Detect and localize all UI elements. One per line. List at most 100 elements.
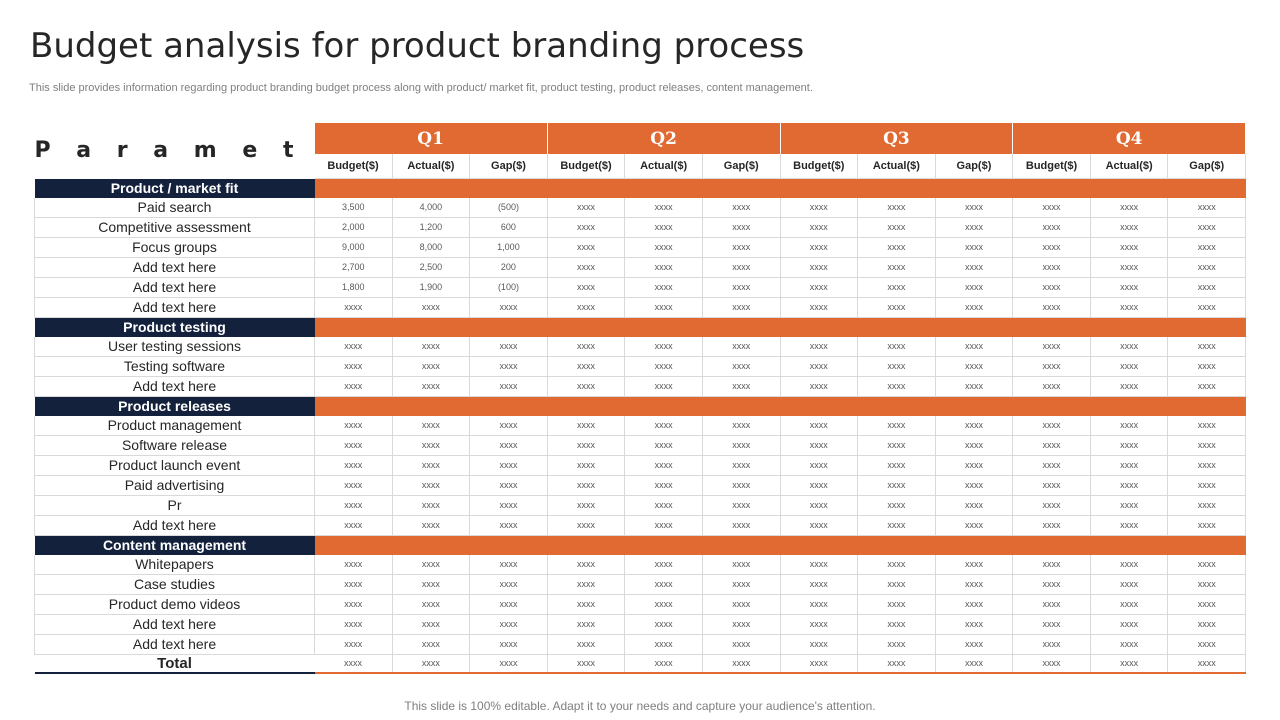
row-label: Add text here [34, 614, 315, 635]
value-cell: xxxx [1090, 614, 1169, 635]
value-cell: xxxx [1167, 574, 1247, 595]
sub-header-budget: Budget($) [547, 154, 626, 179]
table-row: Pr xxxx xxxx xxxx xxxx xxxx xxxx xxxx xxxx xxxx xx… [34, 495, 1247, 516]
value-cell: xxxx [857, 634, 936, 655]
table-row: Add text here xxxx xxxx xxxx xxxx xxxx xxxx xxx… [34, 634, 1247, 655]
value-cell: xxxx [547, 415, 626, 436]
quarter-header-q2: Q2 [547, 123, 781, 154]
value-cell: xxxx [314, 515, 393, 536]
quarter-header-q3: Q3 [780, 123, 1014, 154]
value-cell: xxxx [1090, 415, 1169, 436]
value-cell: xxxx [1090, 356, 1169, 377]
value-cell: xxxx [780, 634, 859, 655]
value-cell: xxxx [624, 217, 703, 238]
value-cell: xxxx [624, 574, 703, 595]
sub-header-budget: Budget($) [780, 154, 859, 179]
value-cell: xxxx [1012, 614, 1091, 635]
value-cell: xxxx [547, 277, 626, 298]
value-cell: xxxx [1090, 336, 1169, 357]
value-cell: xxxx [702, 197, 781, 218]
value-cell: xxxx [392, 376, 471, 397]
value-cell: xxxx [935, 376, 1014, 397]
value-cell: xxxx [1090, 455, 1169, 476]
value-cell: xxxx [935, 495, 1014, 516]
value-cell: xxxx [547, 574, 626, 595]
value-cell: xxxx [780, 455, 859, 476]
row-label: Pr [34, 495, 315, 516]
table-row: Competitive assessment 2,000 1,200 600 xxxx x… [34, 217, 1247, 238]
value-cell: xxxx [392, 336, 471, 357]
value-cell: xxxx [702, 356, 781, 377]
value-cell: xxxx [392, 574, 471, 595]
sub-header-actual: Actual($) [857, 154, 936, 179]
row-label: Add text here [34, 515, 315, 536]
table-row: Product management xxxx xxxx xxxx xxxx xxxx xx… [34, 415, 1247, 436]
value-cell: xxxx [1167, 237, 1247, 258]
value-cell: xxxx [314, 356, 393, 377]
value-cell: 4,000 [392, 197, 471, 218]
quarter-header-q1: Q1 [314, 123, 548, 154]
value-cell: xxxx [780, 435, 859, 456]
value-cell: xxxx [1012, 594, 1091, 615]
value-cell: xxxx [392, 614, 471, 635]
value-cell: xxxx [392, 356, 471, 377]
total-value-cell: xxxx [702, 654, 781, 674]
value-cell: xxxx [392, 435, 471, 456]
table-row: Add text here xxxx xxxx xxxx xxxx xxxx xxxx xxx… [34, 376, 1247, 397]
value-cell: xxxx [392, 554, 471, 575]
value-cell: xxxx [1167, 435, 1247, 456]
value-cell: xxxx [1090, 515, 1169, 536]
value-cell: xxxx [392, 495, 471, 516]
value-cell: xxxx [314, 614, 393, 635]
row-label: Testing software [34, 356, 315, 377]
page-subtitle: This slide provides information regardin… [29, 82, 813, 94]
value-cell: xxxx [857, 594, 936, 615]
value-cell: xxxx [702, 257, 781, 278]
value-cell: xxxx [624, 356, 703, 377]
sub-header-gap: Gap($) [935, 154, 1014, 179]
value-cell: xxxx [702, 475, 781, 496]
value-cell: xxxx [935, 455, 1014, 476]
value-cell: xxxx [624, 277, 703, 298]
value-cell: xxxx [314, 376, 393, 397]
value-cell: xxxx [935, 197, 1014, 218]
category-label: Content management [34, 535, 315, 555]
value-cell: xxxx [469, 614, 548, 635]
value-cell: xxxx [1167, 415, 1247, 436]
value-cell: xxxx [702, 297, 781, 318]
value-cell: xxxx [547, 614, 626, 635]
value-cell: 1,200 [392, 217, 471, 238]
row-label: Whitepapers [34, 554, 315, 575]
value-cell: xxxx [314, 594, 393, 615]
category-row: Content management [34, 535, 1246, 555]
value-cell: xxxx [1090, 257, 1169, 278]
table-row: Testing software xxxx xxxx xxxx xxxx xxxx xxxx… [34, 356, 1247, 377]
value-cell: xxxx [469, 297, 548, 318]
value-cell: xxxx [1012, 197, 1091, 218]
value-cell: xxxx [314, 554, 393, 575]
value-cell: xxxx [1167, 495, 1247, 516]
value-cell: xxxx [392, 634, 471, 655]
value-cell: xxxx [1012, 634, 1091, 655]
value-cell: xxxx [935, 217, 1014, 238]
value-cell: xxxx [857, 455, 936, 476]
value-cell: xxxx [469, 594, 548, 615]
value-cell: xxxx [624, 336, 703, 357]
value-cell: xxxx [857, 415, 936, 436]
row-label: Product demo videos [34, 594, 315, 615]
value-cell: xxxx [624, 594, 703, 615]
value-cell: xxxx [1167, 297, 1247, 318]
value-cell: 2,700 [314, 257, 393, 278]
value-cell: xxxx [1012, 277, 1091, 298]
value-cell: 1,900 [392, 277, 471, 298]
value-cell: xxxx [702, 376, 781, 397]
value-cell: xxxx [857, 495, 936, 516]
value-cell: xxxx [857, 297, 936, 318]
value-cell: xxxx [702, 554, 781, 575]
row-label: Software release [34, 435, 315, 456]
value-cell: xxxx [780, 197, 859, 218]
value-cell: xxxx [780, 217, 859, 238]
value-cell: xxxx [469, 356, 548, 377]
value-cell: xxxx [702, 634, 781, 655]
value-cell: xxxx [857, 515, 936, 536]
